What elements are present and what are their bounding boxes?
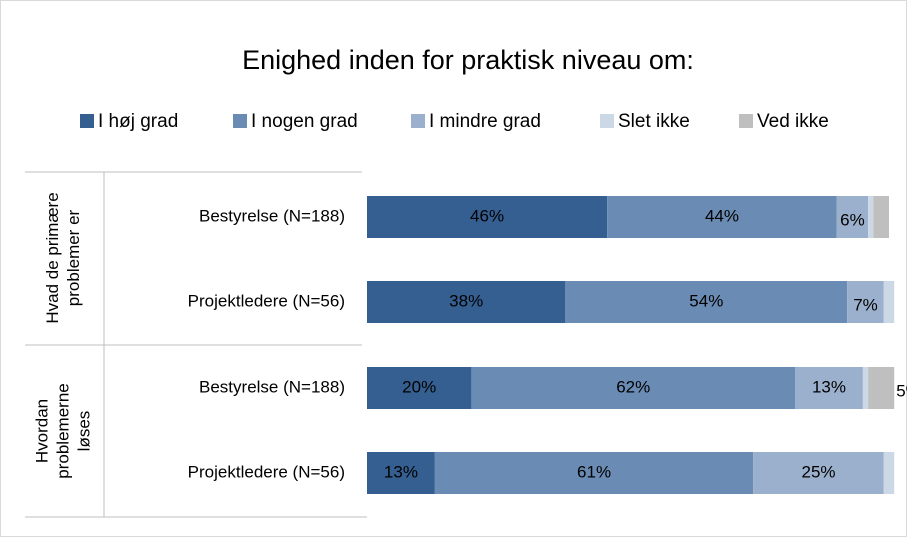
- legend-label: I høj grad: [98, 111, 178, 132]
- bar-segment: [367, 281, 566, 323]
- chart-title: Enighed inden for praktisk niveau om:: [242, 45, 694, 75]
- data-label: 54%: [689, 291, 723, 310]
- legend-swatch: [233, 114, 247, 128]
- bar-segment: [434, 452, 754, 494]
- bar-segment: [868, 196, 874, 238]
- category-label: Projektledere (N=56): [188, 462, 345, 481]
- legend-label: Ved ikke: [757, 111, 829, 132]
- data-label: 38%: [449, 291, 483, 310]
- bar-segment: [565, 281, 848, 323]
- bar-segment: [836, 196, 869, 238]
- category-label: Projektledere (N=56): [188, 291, 345, 310]
- group-label: Hvordan: [32, 399, 51, 463]
- group-label: problemerne: [53, 383, 72, 478]
- category-table: [25, 171, 367, 518]
- bar-segment: [847, 281, 884, 323]
- legend-swatch: [80, 114, 94, 128]
- data-label: 61%: [577, 462, 611, 481]
- data-label: 62%: [616, 377, 650, 396]
- data-label: 44%: [705, 206, 739, 225]
- data-label: 13%: [384, 462, 418, 481]
- data-label: 6%: [840, 210, 865, 229]
- group-label: løses: [74, 411, 93, 452]
- data-label: 46%: [470, 206, 504, 225]
- data-label: 13%: [812, 377, 846, 396]
- legend-label: I mindre grad: [429, 111, 541, 132]
- legend-swatch: [600, 114, 614, 128]
- bar-segment: [883, 281, 895, 323]
- bar-segment: [471, 367, 796, 409]
- bar-segment: [883, 452, 895, 494]
- data-label: 7%: [853, 295, 878, 314]
- category-label: Bestyrelse (N=188): [199, 206, 345, 225]
- data-label: 20%: [402, 377, 436, 396]
- bar-segment: [367, 367, 472, 409]
- bar-segment: [862, 367, 869, 409]
- bar-segment: [367, 196, 608, 238]
- bar-segment: [367, 452, 435, 494]
- legend-swatch: [739, 114, 753, 128]
- legend-label: I nogen grad: [251, 111, 358, 132]
- group-label: problemer er: [64, 209, 83, 306]
- bar-segment: [873, 196, 889, 238]
- bar-segment: [795, 367, 863, 409]
- legend-label: Slet ikke: [618, 111, 690, 132]
- category-label: Bestyrelse (N=188): [199, 377, 345, 396]
- legend-swatch: [411, 114, 425, 128]
- group-label: Hvad de primære: [43, 192, 62, 323]
- data-label: 5%: [896, 381, 907, 400]
- bar-segment: [753, 452, 884, 494]
- data-label: 25%: [802, 462, 836, 481]
- bar-segment: [607, 196, 837, 238]
- bar-segment: [868, 367, 895, 409]
